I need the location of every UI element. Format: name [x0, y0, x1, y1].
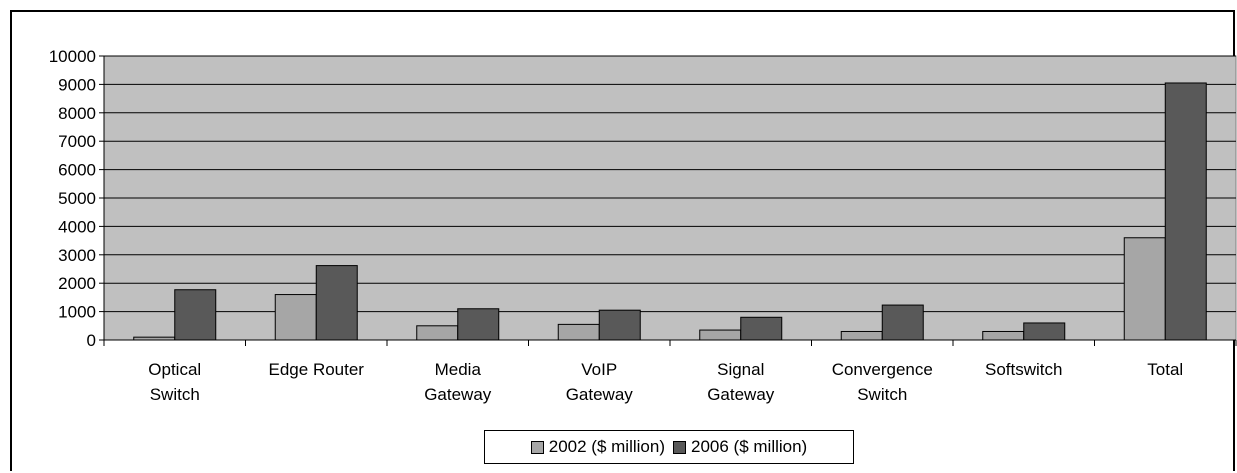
legend-item-2002: 2002 ($ million)	[530, 437, 665, 457]
chart-legend: 2002 ($ million) 2006 ($ million)	[484, 430, 854, 464]
y-tick-label: 7000	[58, 132, 96, 151]
y-tick-label: 0	[87, 331, 96, 350]
bar-2006	[457, 308, 500, 341]
x-category-label: Edge Router	[269, 360, 365, 379]
y-tick-label: 2000	[58, 274, 96, 293]
bar-2002	[1123, 237, 1166, 341]
bar-2006	[1023, 322, 1066, 341]
x-category-label: Gateway	[566, 385, 634, 404]
y-tick-label: 10000	[49, 47, 96, 66]
bar-2006	[598, 309, 641, 341]
bar-2002	[699, 329, 742, 341]
bar-2002	[982, 330, 1025, 341]
bar-2006	[1164, 82, 1207, 341]
bar-2006	[740, 316, 783, 341]
x-category-label: Gateway	[707, 385, 775, 404]
y-tick-label: 4000	[58, 217, 96, 236]
x-category-label: Switch	[150, 385, 200, 404]
bar-2006	[881, 304, 924, 341]
x-category-label: VoIP	[581, 360, 617, 379]
bar-2002	[840, 330, 883, 341]
bar-2006	[315, 265, 358, 341]
bar-2002	[416, 325, 459, 341]
x-category-label: Media	[435, 360, 482, 379]
y-tick-label: 9000	[58, 75, 96, 94]
x-category-label: Convergence	[832, 360, 933, 379]
legend-item-2006: 2006 ($ million)	[673, 437, 807, 457]
x-category-label: Softswitch	[985, 360, 1062, 379]
x-category-label: Gateway	[424, 385, 492, 404]
x-category-label: Total	[1147, 360, 1183, 379]
legend-swatch-2006	[673, 440, 686, 454]
y-tick-label: 5000	[58, 189, 96, 208]
y-tick-label: 1000	[58, 303, 96, 322]
legend-label-2006: 2006 ($ million)	[691, 437, 808, 456]
bar-2002	[133, 336, 176, 341]
x-category-label: Optical	[148, 360, 201, 379]
y-tick-label: 3000	[58, 246, 96, 265]
x-category-label: Signal	[717, 360, 764, 379]
y-tick-label: 8000	[58, 104, 96, 123]
bar-2002	[557, 323, 600, 341]
x-category-label: Switch	[857, 385, 907, 404]
bar-2002	[274, 294, 317, 341]
legend-label-2002: 2002 ($ million)	[548, 437, 665, 456]
legend-swatch-2002	[530, 440, 544, 454]
y-tick-label: 6000	[58, 161, 96, 180]
bar-2006	[174, 289, 217, 341]
